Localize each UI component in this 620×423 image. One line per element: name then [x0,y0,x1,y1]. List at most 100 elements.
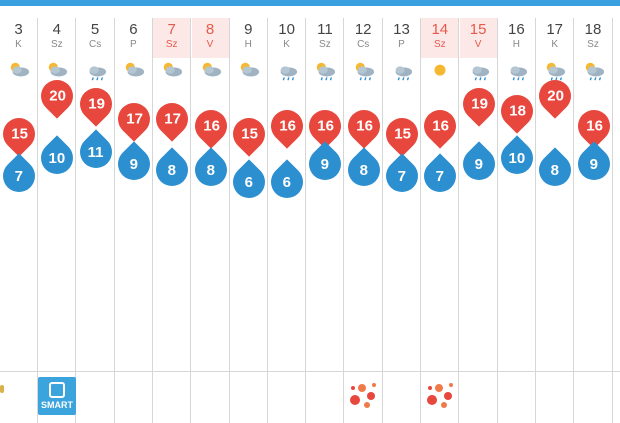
max-temp-value: 15 [240,125,258,143]
max-temp-value: 19 [87,95,104,113]
min-temp-marker: 6 [264,159,310,205]
max-temp-marker: 17 [149,96,195,142]
day-number: 17 [546,21,564,38]
sun-rain-cloud-icon [312,60,338,82]
day-column[interactable]: 12 Cs 16 8 [341,18,387,423]
max-temp-value: 17 [163,110,181,128]
day-column[interactable]: 11 Sz 16 9 [302,18,349,423]
sun-rain-cloud-icon [581,60,607,82]
max-temp-value: 20 [546,87,564,105]
rain-cloud-icon [274,60,300,82]
weekday-label: Sz [433,39,446,50]
day-number: 9 [244,21,253,38]
smart-logo-icon [49,382,65,398]
min-temp-value: 8 [359,161,368,179]
min-temp-value: 10 [48,149,66,167]
rain-cloud-icon [83,60,109,82]
day-number: 10 [278,21,295,38]
day-column[interactable]: 16 H 18 10 [494,18,540,423]
max-temp-marker: 16 [341,103,387,150]
sun-cloud-icon [236,60,262,82]
max-temp-marker: 15 [0,111,42,157]
day-header: 4 Sz [38,18,75,58]
day-header: 13 P [383,18,420,58]
weekday-label: Sz [165,39,178,50]
weekday-label: P [398,39,405,50]
pollen-indicator-partial [0,385,4,393]
day-column[interactable]: 4 Sz 20 10 [34,18,80,423]
day-column[interactable]: 7 Sz 17 8 [149,18,195,423]
weekday-label: P [130,39,137,50]
day-column[interactable]: 8 V 16 8 [187,18,234,423]
weekday-label: H [244,39,252,50]
day-column[interactable]: 14 Sz 16 7 [417,18,463,423]
day-column[interactable]: 15 V 19 9 [455,18,502,423]
day-number: 11 [317,21,333,38]
min-temp-marker: 9 [570,141,617,187]
min-temp-value: 7 [436,167,445,185]
weekday-label: V [474,39,482,50]
max-temp-value: 16 [431,117,449,135]
max-temp-value: 18 [508,102,526,120]
day-column[interactable]: 17 K 20 8 [532,18,578,423]
day-header: 12 Cs [345,18,382,58]
day-column[interactable]: 3 K 15 7 [0,18,42,423]
max-temp-marker: 20 [34,73,80,119]
day-column[interactable]: 6 P 17 9 [111,18,157,423]
min-temp-value: 6 [244,173,253,191]
max-temp-value: 16 [585,117,602,135]
sun-cloud-icon [159,60,185,82]
smart-label: SMART [41,400,73,410]
rain-cloud-icon [504,60,530,82]
min-temp-marker: 9 [302,141,349,187]
day-column[interactable]: 13 P 15 7 [379,18,425,423]
min-temp-value: 6 [282,173,292,191]
min-temp-marker: 8 [341,147,387,193]
weekday-label: Sz [587,39,599,50]
max-temp-value: 16 [355,117,373,135]
max-temp-value: 15 [10,125,28,143]
sun-icon [427,60,453,82]
day-column[interactable]: 5 Cs 19 11 [72,18,119,423]
sun-rain-cloud-icon [351,60,377,82]
max-temp-value: 19 [470,95,487,113]
max-temp-value: 15 [393,125,411,143]
day-number: 4 [52,21,61,38]
sun-cloud-icon [6,60,32,82]
rain-cloud-icon [466,60,492,82]
weekday-label: Sz [319,39,331,50]
day-header: 15 V [459,18,497,58]
min-temp-marker: 9 [111,141,157,187]
min-temp-marker: 8 [532,147,578,193]
max-temp-value: 20 [48,87,66,105]
min-temp-marker: 10 [494,135,540,181]
weekday-label: Cs [88,39,102,50]
sun-rain-cloud-icon [542,60,568,82]
day-column[interactable]: 9 H 15 6 [226,18,272,423]
day-column[interactable]: 10 K 16 6 [264,18,310,423]
max-temp-marker: 16 [187,103,234,150]
sun-cloud-icon [121,60,147,82]
day-header: 5 Cs [77,18,114,58]
sun-cloud-icon [44,60,70,82]
max-temp-marker: 16 [264,103,310,150]
min-temp-value: 9 [589,155,598,173]
day-header: 10 K [268,18,305,58]
weekday-label: Cs [357,39,370,50]
day-header: 14 Sz [421,18,459,58]
weekday-label: Sz [50,39,63,50]
min-temp-value: 7 [397,167,407,185]
min-temp-value: 9 [474,155,483,173]
smart-badge[interactable]: SMART [38,377,76,415]
day-number: 18 [584,21,602,38]
day-number: 13 [393,21,410,38]
day-header: 18 Sz [575,18,612,58]
day-header: 7 Sz [153,18,191,58]
max-temp-marker: 15 [379,111,425,157]
day-header: 17 K [536,18,573,58]
day-column[interactable]: 18 Sz 16 9 [570,18,617,423]
forecast-grid: 3 K 15 7 4 Sz 20 10 5 Cs 19 11 6 P 17 9 7 Sz 17 8 8 V 16 8 9 H 15 6… [0,6,620,423]
day-number: 14 [431,21,449,38]
